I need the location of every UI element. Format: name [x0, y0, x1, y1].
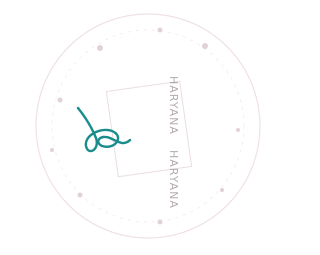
outer-ring	[36, 14, 260, 238]
stamp-text: HARYANA	[167, 150, 180, 209]
seal-marks	[50, 28, 240, 225]
stamp-seal	[36, 14, 260, 238]
stamp-image: HARYANA HARYANA	[0, 0, 264, 255]
stamp-text: HARYANA	[167, 76, 180, 135]
signature	[78, 108, 130, 151]
page: HARYANA HARYANA (() => { const data = JS…	[0, 0, 264, 255]
